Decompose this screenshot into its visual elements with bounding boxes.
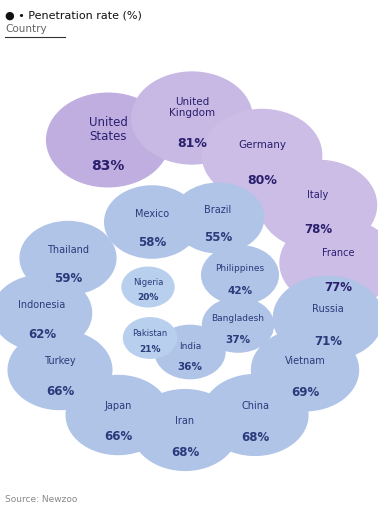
Text: 77%: 77%: [324, 281, 352, 294]
Ellipse shape: [202, 110, 322, 201]
Text: Indonesia: Indonesia: [19, 300, 66, 310]
Text: Turkey: Turkey: [44, 356, 76, 366]
Ellipse shape: [251, 329, 358, 411]
Text: 68%: 68%: [171, 446, 199, 459]
Text: 68%: 68%: [241, 431, 269, 444]
Ellipse shape: [280, 219, 378, 307]
Text: Germany: Germany: [238, 140, 286, 150]
Text: Nigeria: Nigeria: [133, 278, 163, 287]
Text: Country: Country: [5, 24, 46, 34]
Text: India: India: [179, 342, 201, 351]
Text: Russia: Russia: [312, 304, 344, 314]
Ellipse shape: [203, 298, 274, 352]
Ellipse shape: [132, 390, 238, 471]
Ellipse shape: [259, 160, 376, 250]
Ellipse shape: [172, 183, 263, 253]
Ellipse shape: [202, 375, 308, 455]
Text: 58%: 58%: [138, 236, 166, 248]
Ellipse shape: [20, 222, 116, 294]
Text: United
States: United States: [88, 116, 127, 143]
Text: 80%: 80%: [247, 174, 277, 187]
Text: France: France: [322, 248, 354, 258]
Text: 78%: 78%: [304, 223, 332, 237]
Text: 36%: 36%: [178, 362, 203, 372]
Ellipse shape: [0, 275, 91, 351]
Text: 59%: 59%: [54, 272, 82, 285]
Ellipse shape: [105, 186, 199, 258]
Ellipse shape: [46, 93, 169, 187]
Text: 83%: 83%: [91, 159, 125, 173]
Ellipse shape: [273, 276, 378, 359]
Text: Vietnam: Vietnam: [285, 356, 325, 366]
Text: 62%: 62%: [28, 328, 56, 340]
Text: 42%: 42%: [228, 286, 253, 296]
Ellipse shape: [8, 330, 112, 410]
Ellipse shape: [122, 267, 174, 307]
Text: United
Kingdom: United Kingdom: [169, 97, 215, 118]
Ellipse shape: [202, 246, 278, 304]
Ellipse shape: [132, 72, 252, 164]
Text: 55%: 55%: [204, 231, 232, 244]
Text: Philippines: Philippines: [215, 264, 265, 273]
Ellipse shape: [66, 375, 170, 455]
Text: 71%: 71%: [314, 335, 342, 348]
Text: Mexico: Mexico: [135, 209, 169, 219]
Text: 20%: 20%: [137, 293, 159, 303]
Text: 66%: 66%: [46, 386, 74, 398]
Text: China: China: [241, 401, 269, 411]
Text: 66%: 66%: [104, 431, 132, 443]
Text: Bangladesh: Bangladesh: [212, 314, 265, 324]
Text: Pakistan: Pakistan: [132, 329, 167, 338]
Text: 81%: 81%: [177, 137, 207, 150]
Text: 69%: 69%: [291, 386, 319, 399]
Text: Brazil: Brazil: [204, 205, 232, 215]
Text: ● • Penetration rate (%): ● • Penetration rate (%): [5, 10, 142, 20]
Text: Japan: Japan: [104, 401, 132, 411]
Ellipse shape: [124, 318, 177, 358]
Text: Source: Newzoo: Source: Newzoo: [5, 495, 77, 504]
Ellipse shape: [155, 325, 225, 379]
Text: 37%: 37%: [225, 335, 251, 345]
Text: Thailand: Thailand: [47, 245, 89, 255]
Text: Iran: Iran: [175, 416, 195, 426]
Text: Italy: Italy: [307, 190, 328, 200]
Text: 21%: 21%: [139, 345, 161, 354]
